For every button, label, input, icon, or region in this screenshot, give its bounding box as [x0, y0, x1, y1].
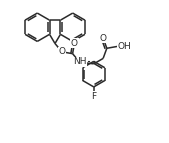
Text: F: F: [91, 92, 96, 101]
Text: NH: NH: [73, 57, 86, 66]
Text: O: O: [100, 34, 107, 43]
Text: O: O: [58, 47, 65, 56]
Text: O: O: [71, 38, 78, 47]
Text: OH: OH: [117, 42, 131, 51]
